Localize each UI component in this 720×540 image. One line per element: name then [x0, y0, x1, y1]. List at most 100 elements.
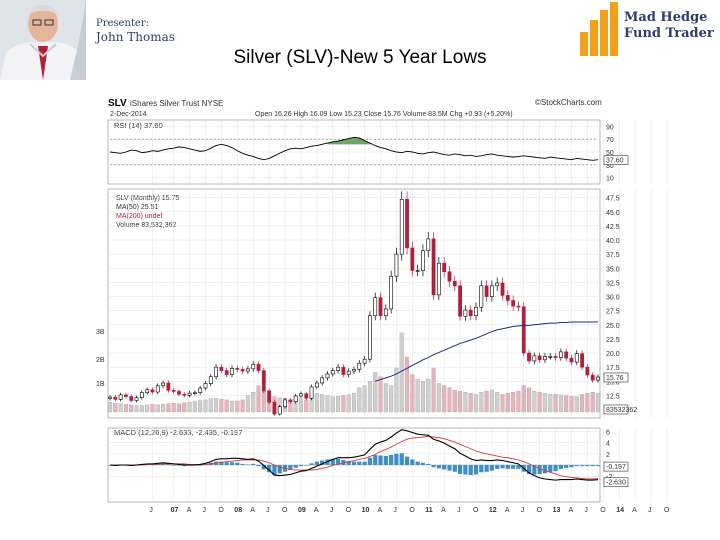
volume-bar [304, 399, 309, 413]
volume-bar [378, 376, 383, 413]
candle-body [139, 392, 144, 398]
volume-bar [123, 404, 128, 413]
candle-body [463, 309, 468, 317]
volume-bar [113, 403, 118, 413]
macd-histogram-bar [447, 465, 452, 471]
macd-histogram-bar [558, 465, 563, 469]
x-tick-label: O [282, 507, 288, 514]
candle-body [484, 285, 489, 297]
rsi-overbought-fill [327, 137, 370, 145]
macd-histogram-bar [357, 461, 362, 465]
macd-histogram-bar [500, 465, 505, 469]
x-tick-label: O [346, 507, 352, 514]
candle-body [537, 355, 542, 361]
candle-body [442, 262, 447, 272]
volume-bar [298, 398, 303, 413]
volume-bar [367, 381, 372, 413]
x-tick-label: A [441, 507, 446, 514]
x-tick-label: A [505, 507, 510, 514]
volume-bar [564, 395, 569, 413]
volume-bar [590, 392, 595, 413]
candle-body [580, 353, 584, 368]
volume-bar [473, 394, 479, 413]
candle-body [177, 391, 181, 395]
candle-body [452, 280, 457, 287]
volume-bar [357, 387, 362, 413]
candle-body [208, 376, 213, 384]
volume-bar [107, 401, 113, 413]
volume-bar [495, 392, 500, 413]
candle-body [516, 305, 521, 308]
candle-body [113, 396, 118, 400]
candle-body [362, 358, 367, 364]
candle-body [314, 382, 319, 388]
volume-bar [442, 385, 447, 413]
x-tick-label: J [202, 507, 206, 514]
volume-bar [500, 394, 505, 413]
macd-histogram-bar [245, 464, 251, 466]
candle-body [532, 355, 537, 362]
candle-body [272, 401, 277, 415]
candle-body [436, 262, 441, 296]
macd-histogram-bar [330, 458, 335, 465]
macd-histogram-bar [484, 465, 489, 472]
candle-body [543, 356, 547, 361]
panel-frame-1 [107, 188, 601, 419]
candle-body [447, 271, 452, 282]
rsi-current-value: 37.60 [606, 158, 624, 165]
price-tick-label: 37.5 [606, 252, 620, 259]
volume-bar [479, 392, 484, 413]
candle-body [118, 394, 123, 400]
price-tick-label: 45.0 [606, 210, 620, 217]
volume-bar [145, 404, 150, 413]
x-tick-label: O [218, 507, 224, 514]
x-tick-label: A [568, 507, 573, 514]
macd-histogram-bar [436, 465, 441, 469]
price-tick-label: 12.5 [606, 393, 620, 400]
candle-body [521, 306, 526, 354]
macd-histogram-bar [532, 465, 537, 475]
macd-histogram-bar [229, 462, 235, 465]
chart-source: ©StockCharts.com [535, 98, 602, 107]
volume-bar [198, 400, 203, 413]
macd-histogram-bar [261, 465, 266, 470]
volume-bar [166, 403, 171, 413]
price-tick-label: 27.5 [606, 309, 620, 316]
candle-body [246, 368, 250, 372]
macd-histogram-bar [293, 465, 298, 468]
volume-bar [542, 393, 547, 413]
macd-histogram-bar [389, 454, 394, 465]
macd-histogram-bar [479, 465, 484, 473]
candle-body [219, 366, 224, 371]
candle-body [150, 389, 155, 393]
x-tick-label: A [632, 507, 637, 514]
macd-histogram-bar [309, 463, 314, 465]
x-tick-label: O [664, 507, 670, 514]
macd-histogram-bar [569, 465, 574, 468]
macd-histogram-bar [373, 454, 378, 465]
candle-body [230, 367, 234, 375]
price-tick-label: 15.0 [606, 379, 620, 386]
rsi-panel [109, 136, 599, 166]
volume-bar [176, 403, 181, 413]
x-tick-label: J [648, 507, 652, 514]
macd-histogram-bar [272, 465, 277, 476]
volume-bar [489, 389, 494, 413]
x-tick-label: O [537, 507, 543, 514]
x-tick-label: 14 [616, 507, 624, 514]
volume-bar [139, 405, 144, 413]
candle-body [511, 300, 516, 307]
candle-body [421, 250, 425, 271]
price-candles [108, 191, 600, 416]
macd-histogram-bar [235, 462, 240, 465]
macd-histogram-bar [426, 463, 431, 465]
candle-body [590, 374, 595, 381]
volume-bar [325, 395, 330, 413]
slv-chart: SLV iShares Silver Trust NYSE ©StockChar… [0, 88, 720, 518]
candle-body [474, 306, 478, 317]
price-tick-label: 47.5 [606, 196, 620, 203]
volume-bar [203, 399, 208, 413]
x-tick-label: A [187, 507, 192, 514]
candle-body [410, 247, 415, 271]
macd-signal-line [110, 435, 599, 480]
